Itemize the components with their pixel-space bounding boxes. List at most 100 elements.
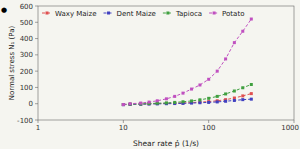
x-tick <box>208 120 209 123</box>
legend-swatch <box>163 13 173 14</box>
series-marker <box>156 102 159 105</box>
series-marker <box>250 92 253 95</box>
series-marker <box>156 99 159 102</box>
series-line <box>123 99 251 105</box>
series-marker <box>165 102 168 105</box>
x-tick <box>123 120 124 123</box>
series-marker <box>241 98 244 101</box>
series-marker <box>122 103 125 106</box>
series-marker <box>224 57 227 60</box>
series-marker <box>122 103 125 106</box>
y-tick-label: 100 <box>20 84 33 92</box>
y-tick <box>35 54 38 55</box>
plot-area <box>122 18 253 107</box>
y-tick <box>35 120 38 121</box>
y-axis-label: Normal stress N₁ (Pa) <box>8 26 16 101</box>
y-tick <box>35 103 38 104</box>
series-marker <box>233 41 236 44</box>
series-marker <box>122 103 125 106</box>
series-marker <box>241 94 244 97</box>
y-tick-label: 500 <box>20 19 33 27</box>
series-marker <box>139 102 142 105</box>
legend-marker <box>166 12 169 15</box>
legend-marker <box>107 12 110 15</box>
y-tick-label: -100 <box>17 117 33 125</box>
y-tick <box>35 6 38 7</box>
y-tick-label: 0 <box>29 100 33 108</box>
series-marker <box>233 99 236 102</box>
x-axis-label: Shear rate ṗ̇ (1/s) <box>133 139 199 148</box>
series-marker <box>122 103 125 106</box>
series-marker <box>139 102 142 105</box>
series-marker <box>224 92 227 95</box>
legend-label: Waxy Maize <box>55 10 97 18</box>
series-marker <box>129 103 132 106</box>
series-marker <box>250 98 253 101</box>
series-marker <box>129 102 132 105</box>
x-tick-label: 10 <box>119 124 128 132</box>
series-marker <box>241 86 244 89</box>
series-marker <box>165 97 168 100</box>
y-tick <box>35 71 38 72</box>
series-marker <box>165 102 168 105</box>
legend-item: Potato <box>209 10 244 18</box>
series-marker <box>181 100 184 103</box>
series-line <box>123 85 251 105</box>
series-marker <box>224 100 227 103</box>
legend-swatch <box>42 13 52 14</box>
x-tick-label: 100 <box>202 124 215 132</box>
series-marker <box>216 95 219 98</box>
plot-frame <box>38 6 294 120</box>
y-tick <box>35 87 38 88</box>
series-marker <box>250 18 253 21</box>
series-line <box>123 19 251 105</box>
legend-item: Dent Maize <box>104 10 156 18</box>
x-tick-label: 1000 <box>281 124 299 132</box>
series-marker <box>148 101 151 104</box>
series-marker <box>165 101 168 104</box>
y-tick-label: 200 <box>20 68 33 76</box>
series-marker <box>207 101 210 104</box>
legend-label: Tapioca <box>175 10 202 18</box>
y-tick-label: 400 <box>20 35 33 43</box>
series-marker <box>190 99 193 102</box>
series-marker <box>216 70 219 73</box>
legend-swatch <box>209 13 219 14</box>
y-tick-label: 300 <box>20 51 33 59</box>
series-marker <box>198 101 201 104</box>
background <box>0 0 300 149</box>
series-marker <box>198 98 201 101</box>
legend: Waxy Maize Dent Maize Tapioca Potato <box>42 10 244 18</box>
x-tick <box>294 120 295 123</box>
series-marker <box>173 101 176 104</box>
chart: -10001002003004005006001101001000Shear r… <box>0 0 300 149</box>
series-marker <box>129 103 132 106</box>
legend-marker <box>46 12 49 15</box>
legend-label: Dent Maize <box>117 10 156 18</box>
series-marker <box>216 100 219 103</box>
series-marker <box>198 83 201 86</box>
legend-item: Tapioca <box>163 10 202 18</box>
series-marker <box>139 103 142 106</box>
series-marker <box>250 83 253 86</box>
legend-marker <box>213 12 216 15</box>
x-tick <box>38 120 39 123</box>
series-line <box>123 94 251 105</box>
y-tick <box>35 22 38 23</box>
legend-label: Potato <box>222 10 244 18</box>
series-marker <box>207 100 210 103</box>
series-marker <box>190 88 193 91</box>
y-tick <box>35 38 38 39</box>
series-marker <box>129 103 132 106</box>
series-marker <box>173 102 176 105</box>
series-marker <box>173 95 176 98</box>
legend-swatch <box>104 13 114 14</box>
series-marker <box>156 102 159 105</box>
series-marker <box>241 30 244 33</box>
series-marker <box>207 78 210 81</box>
annotation: ● <box>1 6 7 14</box>
y-tick-label: 600 <box>20 3 33 11</box>
legend-item: Waxy Maize <box>42 10 97 18</box>
series-marker <box>207 97 210 100</box>
series-marker <box>181 92 184 95</box>
